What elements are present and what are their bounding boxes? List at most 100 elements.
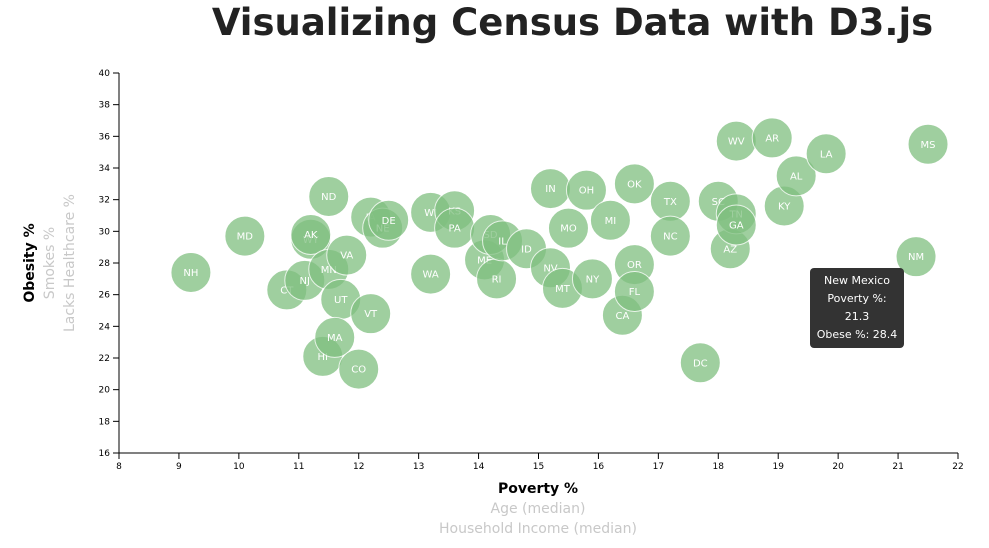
state-circle[interactable] [368,199,410,241]
x-tick-label: 19 [772,462,784,472]
state-abbr-label: MA [327,333,343,344]
state-marker[interactable]: AR [751,117,793,159]
state-circle[interactable] [224,215,266,257]
state-marker[interactable]: ND [308,176,350,217]
y-label-healthcare[interactable]: Lacks Healthcare % [62,194,78,332]
state-abbr-label: NH [183,268,198,279]
tooltip-obesity: Obese %: 28.4 [816,328,898,341]
state-marker[interactable]: FL [613,271,655,312]
state-marker[interactable]: VA [326,234,368,276]
state-abbr-label: MD [237,232,254,243]
tooltip: New Mexico Poverty %: 21.3 Obese %: 28.4 [810,268,904,348]
x-tick-label: 11 [293,462,304,472]
state-marker[interactable]: OH [565,169,607,211]
y-tick-label: 28 [99,259,111,269]
state-marker[interactable]: AL [775,155,817,197]
state-abbr-label: TX [663,197,677,208]
page-title: Visualizing Census Data with D3.js [211,1,934,44]
y-tick-label: 16 [99,449,111,459]
state-marker[interactable]: RI [476,258,518,300]
state-circle[interactable] [308,176,350,217]
state-abbr-label: NJ [300,276,310,287]
x-tick-label: 18 [713,462,725,472]
data-points: NHMDCTNJWYAKMNNDHIUTMAVACOIAVTNEDEWIWAKS… [170,117,949,390]
state-abbr-label: ME [477,255,492,266]
state-marker[interactable]: MS [907,123,949,165]
y-label-smokes[interactable]: Smokes % [42,227,58,299]
state-circle[interactable] [350,293,392,335]
state-circle[interactable] [410,253,452,295]
state-marker[interactable]: GA [715,204,757,246]
state-marker[interactable]: AK [290,214,332,255]
state-circle[interactable] [613,271,655,312]
state-abbr-label: MT [555,284,571,295]
state-abbr-label: UT [334,295,348,306]
state-circle[interactable] [314,316,356,358]
x-axis: 8 9 10 11 12 13 14 15 16 17 18 19 20 21 22 [116,452,964,472]
state-abbr-label: MO [560,224,577,235]
x-axis-labels: Poverty % Age (median) Household Income (m… [439,481,637,537]
x-tick-label: 22 [952,462,963,472]
state-circle[interactable] [589,199,631,241]
x-tick-label: 14 [473,462,485,472]
state-circle[interactable] [338,348,380,390]
state-marker[interactable]: PA [434,207,476,249]
state-marker[interactable]: IN [529,168,571,210]
state-marker[interactable]: TX [649,180,691,222]
x-label-poverty[interactable]: Poverty % [498,481,578,497]
state-marker[interactable]: NY [571,258,613,300]
state-abbr-label: KY [778,202,791,213]
state-abbr-label: ND [321,192,336,203]
state-circle[interactable] [679,342,721,384]
state-marker[interactable]: VT [350,293,392,335]
y-label-obesity[interactable]: Obesity % [22,223,38,302]
state-marker[interactable]: DC [679,342,721,384]
state-circle[interactable] [895,236,937,278]
state-circle[interactable] [649,215,691,257]
x-tick-label: 20 [832,462,844,472]
state-circle[interactable] [805,133,847,175]
state-abbr-label: AR [765,133,779,144]
state-marker[interactable]: WV [715,120,757,162]
state-marker[interactable]: MO [547,207,589,249]
tooltip-state: New Mexico [824,274,890,287]
state-circle[interactable] [170,252,212,293]
state-circle[interactable] [565,169,607,211]
state-circle[interactable] [751,117,793,159]
state-marker[interactable]: LA [805,133,847,175]
state-marker[interactable]: NM [895,236,937,278]
state-abbr-label: MI [605,216,617,227]
x-tick-label: 10 [233,462,245,472]
state-circle[interactable] [547,207,589,249]
state-marker[interactable]: OK [613,163,655,205]
y-tick-label: 26 [99,291,111,301]
state-abbr-label: MN [321,265,337,276]
state-marker[interactable]: MI [589,199,631,241]
state-circle[interactable] [290,214,332,255]
state-circle[interactable] [326,234,368,276]
state-marker[interactable]: NH [170,252,212,293]
state-abbr-label: NM [908,252,924,263]
state-circle[interactable] [775,155,817,197]
state-marker[interactable]: WA [410,253,452,295]
state-circle[interactable] [715,204,757,246]
state-abbr-label: VT [364,309,378,320]
x-tick-label: 17 [653,462,664,472]
state-marker[interactable]: NC [649,215,691,257]
x-label-age[interactable]: Age (median) [491,501,586,517]
state-marker[interactable]: MD [224,215,266,257]
state-circle[interactable] [571,258,613,300]
state-abbr-label: WI [424,208,437,219]
y-tick-label: 24 [99,322,111,332]
state-abbr-label: DE [382,216,396,227]
state-marker[interactable]: MA [314,316,356,358]
state-abbr-label: OR [627,260,642,271]
x-label-income[interactable]: Household Income (median) [439,521,637,537]
state-abbr-label: AK [304,230,318,241]
x-tick-label: 21 [892,462,903,472]
state-marker[interactable]: DE [368,199,410,241]
state-marker[interactable]: CO [338,348,380,390]
state-circle[interactable] [907,123,949,165]
state-circle[interactable] [613,163,655,205]
